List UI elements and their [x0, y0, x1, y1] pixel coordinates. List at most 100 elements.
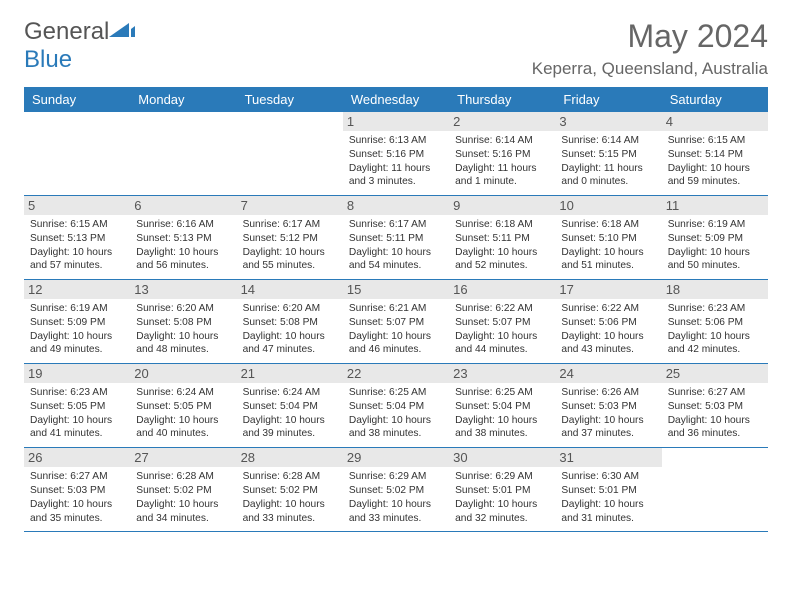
day-number: 11 — [662, 196, 768, 215]
header: GeneralBlue May 2024 Keperra, Queensland… — [24, 18, 768, 79]
day-info: Sunrise: 6:23 AMSunset: 5:05 PMDaylight:… — [30, 386, 124, 441]
calendar-day: 19 Sunrise: 6:23 AMSunset: 5:05 PMDayligh… — [24, 364, 130, 447]
calendar-week: 5 Sunrise: 6:15 AMSunset: 5:13 PMDaylight… — [24, 196, 768, 280]
calendar-day: 4 Sunrise: 6:15 AMSunset: 5:14 PMDaylight… — [662, 112, 768, 195]
day-number: 21 — [237, 364, 343, 383]
day-info: Sunrise: 6:15 AMSunset: 5:13 PMDaylight:… — [30, 218, 124, 273]
day-number: 31 — [555, 448, 661, 467]
calendar-day: 11 Sunrise: 6:19 AMSunset: 5:09 PMDayligh… — [662, 196, 768, 279]
calendar-day: 1 Sunrise: 6:13 AMSunset: 5:16 PMDaylight… — [343, 112, 449, 195]
calendar-day: 8Sunrise: 6:17 AMSunset: 5:11 PMDaylight… — [343, 196, 449, 279]
day-info: Sunrise: 6:15 AMSunset: 5:14 PMDaylight:… — [668, 134, 762, 189]
day-info: Sunrise: 6:19 AMSunset: 5:09 PMDaylight:… — [668, 218, 762, 273]
logo-word1: General — [24, 18, 109, 45]
title-block: May 2024 Keperra, Queensland, Australia — [532, 18, 768, 79]
logo-text: GeneralBlue — [24, 18, 135, 74]
calendar-day: 9 Sunrise: 6:18 AMSunset: 5:11 PMDaylight… — [449, 196, 555, 279]
calendar-day: 21Sunrise: 6:24 AMSunset: 5:04 PMDayligh… — [237, 364, 343, 447]
calendar-day: 12Sunrise: 6:19 AMSunset: 5:09 PMDayligh… — [24, 280, 130, 363]
day-number: 27 — [130, 448, 236, 467]
weekday-header: Monday — [130, 87, 236, 112]
weekday-header: Saturday — [662, 87, 768, 112]
day-number: 18 — [662, 280, 768, 299]
day-number: 1 — [343, 112, 449, 131]
day-info: Sunrise: 6:27 AMSunset: 5:03 PMDaylight:… — [30, 470, 124, 525]
calendar-day-empty — [24, 112, 130, 195]
day-number: 22 — [343, 364, 449, 383]
calendar-day: 20 Sunrise: 6:24 AMSunset: 5:05 PMDayligh… — [130, 364, 236, 447]
month-title: May 2024 — [532, 18, 768, 55]
day-number: 2 — [449, 112, 555, 131]
day-number: 6 — [130, 196, 236, 215]
day-number: 13 — [130, 280, 236, 299]
day-number: 15 — [343, 280, 449, 299]
day-number: 5 — [24, 196, 130, 215]
day-info: Sunrise: 6:20 AMSunset: 5:08 PMDaylight:… — [243, 302, 337, 357]
calendar-day: 18 Sunrise: 6:23 AMSunset: 5:06 PMDayligh… — [662, 280, 768, 363]
day-number: 20 — [130, 364, 236, 383]
calendar-body: 1 Sunrise: 6:13 AMSunset: 5:16 PMDaylight… — [24, 112, 768, 532]
calendar-day: 10 Sunrise: 6:18 AMSunset: 5:10 PMDayligh… — [555, 196, 661, 279]
calendar-day: 7 Sunrise: 6:17 AMSunset: 5:12 PMDaylight… — [237, 196, 343, 279]
calendar-day-empty — [130, 112, 236, 195]
day-info: Sunrise: 6:20 AMSunset: 5:08 PMDaylight:… — [136, 302, 230, 357]
weekday-header: Tuesday — [237, 87, 343, 112]
day-info: Sunrise: 6:23 AMSunset: 5:06 PMDaylight:… — [668, 302, 762, 357]
day-number: 30 — [449, 448, 555, 467]
calendar-day: 15 Sunrise: 6:21 AMSunset: 5:07 PMDayligh… — [343, 280, 449, 363]
day-info: Sunrise: 6:22 AMSunset: 5:07 PMDaylight:… — [455, 302, 549, 357]
day-info: Sunrise: 6:26 AMSunset: 5:03 PMDaylight:… — [561, 386, 655, 441]
calendar-day: 3Sunrise: 6:14 AMSunset: 5:15 PMDaylight… — [555, 112, 661, 195]
day-info: Sunrise: 6:17 AMSunset: 5:12 PMDaylight:… — [243, 218, 337, 273]
day-number: 10 — [555, 196, 661, 215]
calendar-day: 28Sunrise: 6:28 AMSunset: 5:02 PMDayligh… — [237, 448, 343, 531]
day-info: Sunrise: 6:18 AMSunset: 5:10 PMDaylight:… — [561, 218, 655, 273]
calendar-day: 13 Sunrise: 6:20 AMSunset: 5:08 PMDayligh… — [130, 280, 236, 363]
day-info: Sunrise: 6:25 AMSunset: 5:04 PMDaylight:… — [349, 386, 443, 441]
day-info: Sunrise: 6:29 AMSunset: 5:02 PMDaylight:… — [349, 470, 443, 525]
calendar-day-empty — [237, 112, 343, 195]
day-info: Sunrise: 6:24 AMSunset: 5:05 PMDaylight:… — [136, 386, 230, 441]
day-number: 8 — [343, 196, 449, 215]
calendar-week: 26Sunrise: 6:27 AMSunset: 5:03 PMDayligh… — [24, 448, 768, 532]
day-info: Sunrise: 6:25 AMSunset: 5:04 PMDaylight:… — [455, 386, 549, 441]
calendar-day: 25 Sunrise: 6:27 AMSunset: 5:03 PMDayligh… — [662, 364, 768, 447]
day-number: 14 — [237, 280, 343, 299]
day-info: Sunrise: 6:27 AMSunset: 5:03 PMDaylight:… — [668, 386, 762, 441]
day-number: 24 — [555, 364, 661, 383]
calendar-day: 2 Sunrise: 6:14 AMSunset: 5:16 PMDaylight… — [449, 112, 555, 195]
day-number: 23 — [449, 364, 555, 383]
day-info: Sunrise: 6:19 AMSunset: 5:09 PMDaylight:… — [30, 302, 124, 357]
day-number: 19 — [24, 364, 130, 383]
calendar-day: 26Sunrise: 6:27 AMSunset: 5:03 PMDayligh… — [24, 448, 130, 531]
calendar-day: 16Sunrise: 6:22 AMSunset: 5:07 PMDayligh… — [449, 280, 555, 363]
day-info: Sunrise: 6:13 AMSunset: 5:16 PMDaylight:… — [349, 134, 443, 189]
day-number: 17 — [555, 280, 661, 299]
day-number: 4 — [662, 112, 768, 131]
day-number: 7 — [237, 196, 343, 215]
calendar-day: 31 Sunrise: 6:30 AMSunset: 5:01 PMDayligh… — [555, 448, 661, 531]
day-info: Sunrise: 6:14 AMSunset: 5:16 PMDaylight:… — [455, 134, 549, 189]
day-number: 9 — [449, 196, 555, 215]
day-info: Sunrise: 6:18 AMSunset: 5:11 PMDaylight:… — [455, 218, 549, 273]
day-info: Sunrise: 6:21 AMSunset: 5:07 PMDaylight:… — [349, 302, 443, 357]
calendar-day: 17 Sunrise: 6:22 AMSunset: 5:06 PMDayligh… — [555, 280, 661, 363]
weekday-header: Wednesday — [343, 87, 449, 112]
weekday-header: Thursday — [449, 87, 555, 112]
calendar-day: 6Sunrise: 6:16 AMSunset: 5:13 PMDaylight… — [130, 196, 236, 279]
calendar-day: 24 Sunrise: 6:26 AMSunset: 5:03 PMDayligh… — [555, 364, 661, 447]
logo-triangle-icon — [109, 21, 135, 39]
day-info: Sunrise: 6:30 AMSunset: 5:01 PMDaylight:… — [561, 470, 655, 525]
calendar-week: 19 Sunrise: 6:23 AMSunset: 5:05 PMDayligh… — [24, 364, 768, 448]
calendar-week: 1 Sunrise: 6:13 AMSunset: 5:16 PMDaylight… — [24, 112, 768, 196]
weekday-header: Friday — [555, 87, 661, 112]
day-number: 25 — [662, 364, 768, 383]
day-info: Sunrise: 6:28 AMSunset: 5:02 PMDaylight:… — [136, 470, 230, 525]
calendar-day-empty — [662, 448, 768, 531]
calendar-day: 30 Sunrise: 6:29 AMSunset: 5:01 PMDayligh… — [449, 448, 555, 531]
day-info: Sunrise: 6:29 AMSunset: 5:01 PMDaylight:… — [455, 470, 549, 525]
day-info: Sunrise: 6:14 AMSunset: 5:15 PMDaylight:… — [561, 134, 655, 189]
logo-word2: Blue — [24, 46, 72, 73]
calendar-day: 5 Sunrise: 6:15 AMSunset: 5:13 PMDaylight… — [24, 196, 130, 279]
day-info: Sunrise: 6:22 AMSunset: 5:06 PMDaylight:… — [561, 302, 655, 357]
